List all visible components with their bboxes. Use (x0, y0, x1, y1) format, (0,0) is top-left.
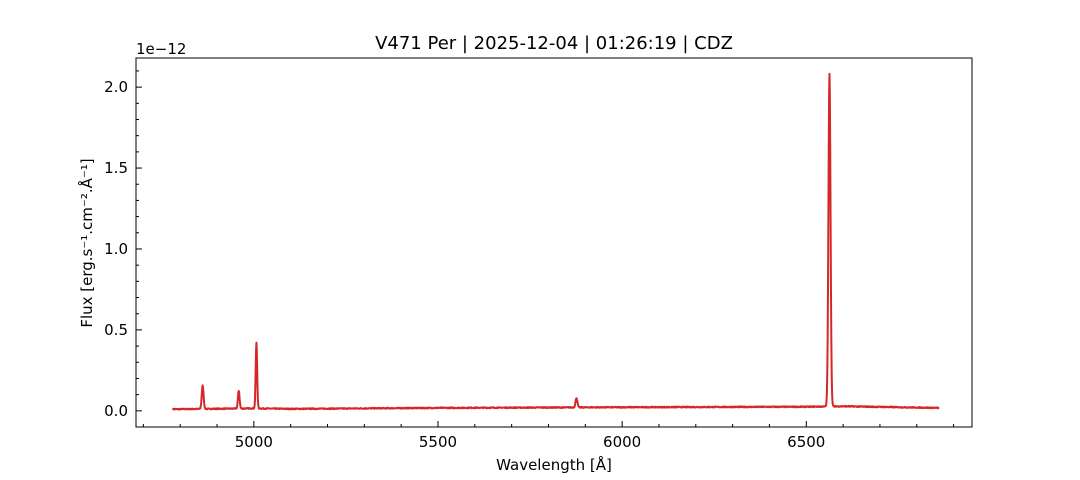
y-tick-label: 0.0 (104, 402, 128, 420)
x-tick-label: 5000 (235, 433, 273, 451)
chart-title: V471 Per | 2025-12-04 | 01:26:19 | CDZ (375, 33, 733, 54)
y-tick-label: 0.5 (104, 321, 128, 339)
y-offset-label: 1e−12 (136, 40, 186, 58)
axes-frame (135, 57, 973, 428)
y-axis-label: Flux [erg.s⁻¹.cm⁻².Å⁻¹] (77, 158, 96, 327)
y-tick-label: 1.5 (104, 159, 128, 177)
plot-area (171, 72, 940, 411)
y-tick-label: 2.0 (104, 78, 128, 96)
y-tick-label: 1.0 (104, 240, 128, 258)
spectrum-line (171, 72, 940, 411)
x-tick-label: 5500 (419, 433, 457, 451)
x-tick-label: 6500 (787, 433, 825, 451)
x-axis-label: Wavelength [Å] (496, 455, 612, 474)
x-tick-label: 6000 (603, 433, 641, 451)
